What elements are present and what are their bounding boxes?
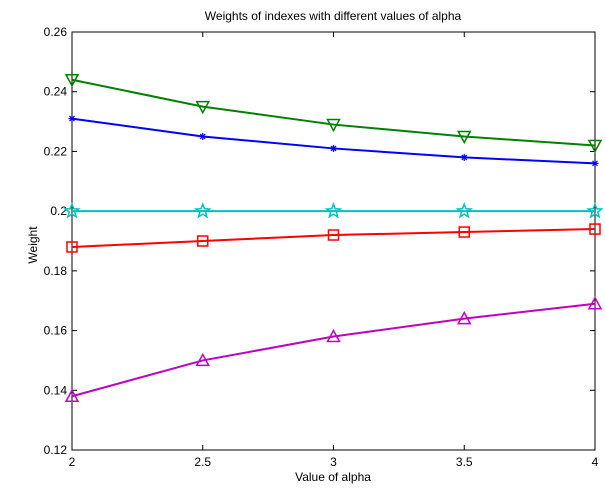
data-point [591, 159, 599, 167]
series-line [71, 228, 596, 248]
series-triangle-up [64, 296, 603, 403]
y-tick-label: 0.16 [44, 324, 68, 338]
y-tick-label: 0.14 [44, 383, 68, 397]
data-point [327, 229, 340, 241]
data-point [64, 388, 80, 403]
plot-area [71, 31, 596, 451]
series-triangle-down [64, 74, 603, 154]
data-point [456, 130, 472, 145]
x-tick-label: 2 [69, 455, 76, 469]
series-line [71, 302, 596, 398]
data-point [63, 202, 81, 219]
x-axis-label: Value of alpha [295, 470, 371, 484]
data-point [324, 202, 343, 219]
x-tick-label: 3.5 [456, 455, 473, 469]
x-tick-label: 2.5 [194, 455, 211, 469]
data-point [199, 133, 207, 140]
y-tick-label: 0.24 [44, 85, 68, 99]
axis-ticks: 2 2.5 3 3.5 4 0.12 0.14 0.16 0.18 0.2 0.22 0.24 0.26 [44, 25, 599, 469]
y-tick-label: 0.22 [44, 144, 68, 158]
x-tick-label: 4 [592, 455, 599, 469]
y-axis-label: Weight [26, 226, 40, 264]
data-point [326, 328, 341, 343]
series-star [63, 202, 604, 219]
y-tick-label: 0.18 [44, 264, 68, 278]
series-layer [63, 74, 604, 403]
chart-title: Weights of indexes with different values… [205, 9, 462, 23]
data-point [587, 139, 603, 154]
data-point [68, 115, 76, 123]
series-square [66, 223, 601, 253]
series-line [71, 78, 596, 147]
y-tick-label: 0.12 [44, 443, 68, 457]
data-point [197, 235, 209, 247]
series-asterisk [68, 115, 599, 167]
data-point [64, 74, 80, 88]
data-point [330, 144, 337, 152]
data-point [455, 202, 473, 219]
x-tick-label: 3 [330, 455, 337, 469]
data-point [589, 223, 601, 235]
data-point [456, 311, 472, 325]
data-point [194, 202, 212, 219]
data-point [587, 296, 603, 310]
data-point [458, 226, 470, 238]
data-point [195, 352, 211, 367]
data-point [326, 118, 341, 133]
data-point [586, 202, 604, 219]
data-point [460, 153, 468, 161]
data-point [195, 100, 211, 115]
data-point [66, 241, 78, 253]
y-tick-label: 0.26 [44, 25, 68, 39]
y-tick-label: 0.2 [50, 204, 67, 218]
